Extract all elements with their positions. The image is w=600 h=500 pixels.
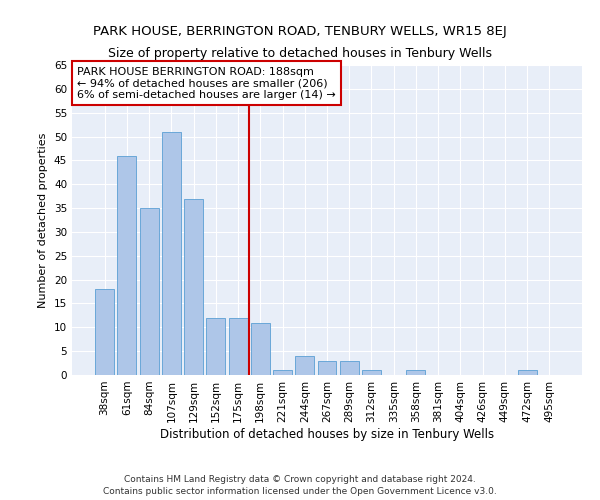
Bar [229, 318, 248, 375]
Bar [118, 156, 136, 375]
X-axis label: Distribution of detached houses by size in Tenbury Wells: Distribution of detached houses by size … [160, 428, 494, 440]
Bar [362, 370, 381, 375]
Bar [273, 370, 292, 375]
Bar [206, 318, 225, 375]
Bar [340, 360, 359, 375]
Bar [95, 289, 114, 375]
Text: PARK HOUSE, BERRINGTON ROAD, TENBURY WELLS, WR15 8EJ: PARK HOUSE, BERRINGTON ROAD, TENBURY WEL… [93, 25, 507, 38]
Text: PARK HOUSE BERRINGTON ROAD: 188sqm
← 94% of detached houses are smaller (206)
6%: PARK HOUSE BERRINGTON ROAD: 188sqm ← 94%… [77, 66, 336, 100]
Text: Contains public sector information licensed under the Open Government Licence v3: Contains public sector information licen… [103, 487, 497, 496]
Bar [406, 370, 425, 375]
Bar [251, 322, 270, 375]
Text: Size of property relative to detached houses in Tenbury Wells: Size of property relative to detached ho… [108, 48, 492, 60]
Text: Contains HM Land Registry data © Crown copyright and database right 2024.: Contains HM Land Registry data © Crown c… [124, 476, 476, 484]
Bar [184, 198, 203, 375]
Bar [295, 356, 314, 375]
Y-axis label: Number of detached properties: Number of detached properties [38, 132, 49, 308]
Bar [162, 132, 181, 375]
Bar [317, 360, 337, 375]
Bar [518, 370, 536, 375]
Bar [140, 208, 158, 375]
